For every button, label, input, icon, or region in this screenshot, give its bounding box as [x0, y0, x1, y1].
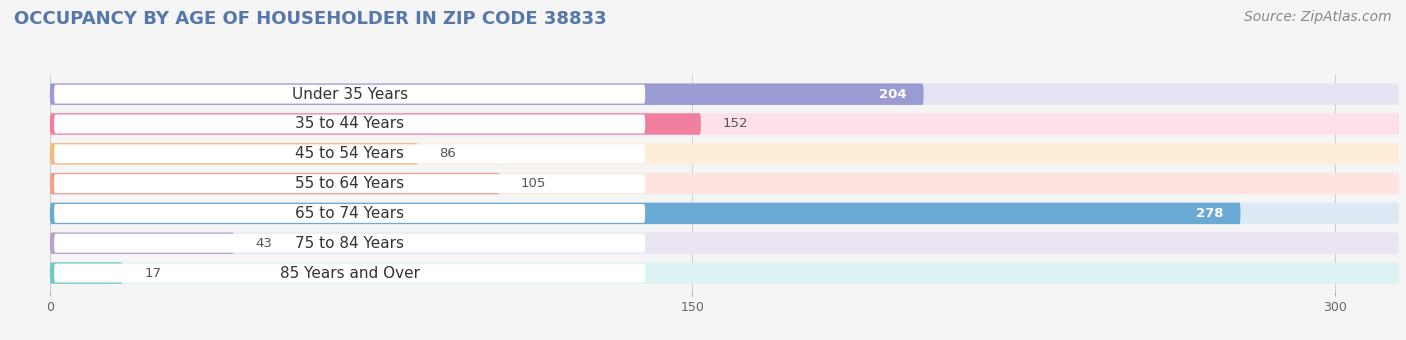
FancyBboxPatch shape [49, 113, 1399, 135]
FancyBboxPatch shape [55, 174, 645, 193]
FancyBboxPatch shape [55, 144, 645, 163]
Text: 105: 105 [522, 177, 547, 190]
Text: 43: 43 [256, 237, 273, 250]
Text: 278: 278 [1197, 207, 1223, 220]
Text: 55 to 64 Years: 55 to 64 Years [295, 176, 404, 191]
FancyBboxPatch shape [49, 113, 700, 135]
FancyBboxPatch shape [49, 83, 924, 105]
Text: 65 to 74 Years: 65 to 74 Years [295, 206, 404, 221]
Text: OCCUPANCY BY AGE OF HOUSEHOLDER IN ZIP CODE 38833: OCCUPANCY BY AGE OF HOUSEHOLDER IN ZIP C… [14, 10, 606, 28]
FancyBboxPatch shape [49, 173, 1399, 194]
FancyBboxPatch shape [49, 143, 1399, 165]
Text: 204: 204 [879, 88, 907, 101]
FancyBboxPatch shape [55, 204, 645, 223]
FancyBboxPatch shape [49, 203, 1240, 224]
Text: Under 35 Years: Under 35 Years [291, 87, 408, 102]
FancyBboxPatch shape [49, 233, 1399, 254]
FancyBboxPatch shape [49, 262, 122, 284]
FancyBboxPatch shape [55, 234, 645, 253]
FancyBboxPatch shape [49, 143, 418, 165]
FancyBboxPatch shape [49, 83, 1399, 105]
FancyBboxPatch shape [55, 85, 645, 104]
Text: 35 to 44 Years: 35 to 44 Years [295, 117, 404, 132]
FancyBboxPatch shape [49, 233, 233, 254]
FancyBboxPatch shape [55, 115, 645, 133]
FancyBboxPatch shape [49, 203, 1399, 224]
FancyBboxPatch shape [55, 264, 645, 283]
Text: 75 to 84 Years: 75 to 84 Years [295, 236, 404, 251]
Text: 152: 152 [723, 118, 748, 131]
Text: Source: ZipAtlas.com: Source: ZipAtlas.com [1244, 10, 1392, 24]
Text: 45 to 54 Years: 45 to 54 Years [295, 146, 404, 161]
Text: 85 Years and Over: 85 Years and Over [280, 266, 419, 280]
Text: 17: 17 [143, 267, 162, 279]
FancyBboxPatch shape [49, 262, 1399, 284]
FancyBboxPatch shape [49, 173, 499, 194]
Text: 86: 86 [440, 147, 457, 160]
